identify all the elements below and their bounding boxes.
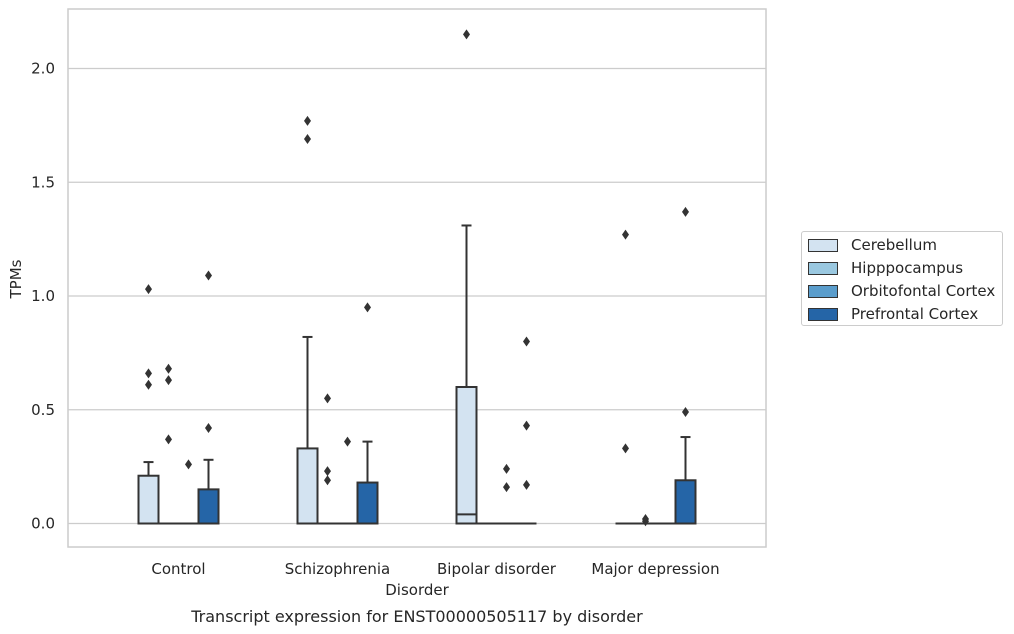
box	[674, 479, 697, 525]
outlier-point	[364, 302, 371, 313]
box-group	[296, 115, 319, 525]
outlier-point	[463, 29, 470, 40]
x-tick-label: Control	[151, 560, 205, 578]
y-tick-label: 1.5	[31, 173, 55, 191]
box-group	[635, 513, 656, 527]
box-group	[516, 336, 537, 525]
outlier-point	[324, 393, 331, 404]
plot-frame	[67, 8, 767, 548]
outlier-point	[304, 115, 311, 126]
legend-label: Hipppocampus	[851, 259, 964, 277]
box-group	[158, 363, 179, 525]
outlier-point	[682, 407, 689, 418]
outlier-point	[205, 270, 212, 281]
box-group	[615, 229, 636, 525]
legend-label: Cerebellum	[851, 236, 937, 254]
legend-label: Orbitofontal Cortex	[851, 282, 996, 300]
x-tick-label: Major depression	[591, 560, 719, 578]
legend-swatch	[808, 284, 838, 298]
box	[197, 488, 220, 525]
outlier-point	[145, 379, 152, 390]
box	[296, 447, 319, 525]
box	[356, 481, 379, 525]
legend-item: Prefrontal Cortex	[808, 304, 978, 324]
outlier-point	[503, 463, 510, 474]
legend-item: Hipppocampus	[808, 258, 963, 278]
outlier-point	[145, 284, 152, 295]
box-group	[674, 206, 697, 525]
legend-swatch	[808, 261, 838, 275]
outlier-point	[304, 134, 311, 145]
box-marks	[137, 29, 697, 527]
outlier-point	[622, 443, 629, 454]
outlier-point	[523, 420, 530, 431]
grid-lines	[68, 67, 766, 525]
outlier-point	[622, 229, 629, 240]
outlier-point	[344, 436, 351, 447]
box-group	[197, 270, 220, 525]
box-group	[337, 436, 358, 525]
y-axis-label: TPMs	[7, 259, 25, 299]
outlier-point	[205, 422, 212, 433]
box	[137, 474, 160, 525]
x-axis-label: Disorder	[385, 581, 449, 599]
outlier-point	[523, 479, 530, 490]
outlier-point	[165, 375, 172, 386]
outlier-point	[682, 206, 689, 217]
box-group	[178, 459, 199, 525]
x-tick-labels: Control Schizophrenia Bipolar disorder Majo…	[151, 560, 719, 578]
y-tick-labels: 0.0 0.5 1.0 1.5 2.0	[31, 60, 55, 533]
box-group	[455, 29, 478, 525]
legend-label: Prefrontal Cortex	[851, 305, 979, 323]
outlier-point	[165, 434, 172, 445]
outlier-point	[523, 336, 530, 347]
legend-swatch	[808, 238, 838, 252]
x-tick-label: Bipolar disorder	[437, 560, 557, 578]
legend-item: Cerebellum	[808, 235, 937, 255]
outlier-point	[145, 368, 152, 379]
box-group	[496, 463, 517, 525]
legend-swatch	[808, 307, 838, 321]
box-group	[137, 284, 160, 525]
box-group	[317, 393, 338, 525]
outlier-point	[185, 459, 192, 470]
legend-item: Orbitofontal Cortex	[808, 281, 995, 301]
y-tick-label: 1.0	[31, 287, 55, 305]
box	[455, 386, 478, 525]
outlier-point	[165, 363, 172, 374]
legend: Cerebellum Hipppocampus Orbitofontal Corte…	[801, 231, 1003, 326]
x-tick-label: Schizophrenia	[285, 560, 390, 578]
outlier-point	[324, 475, 331, 486]
y-tick-label: 2.0	[31, 60, 55, 78]
outlier-point	[503, 482, 510, 493]
outlier-point	[642, 516, 649, 527]
outlier-point	[324, 466, 331, 477]
y-tick-label: 0.0	[31, 515, 55, 533]
chart-caption: Transcript expression for ENST0000050511…	[190, 607, 643, 626]
y-tick-label: 0.5	[31, 401, 55, 419]
box-group	[356, 302, 379, 525]
